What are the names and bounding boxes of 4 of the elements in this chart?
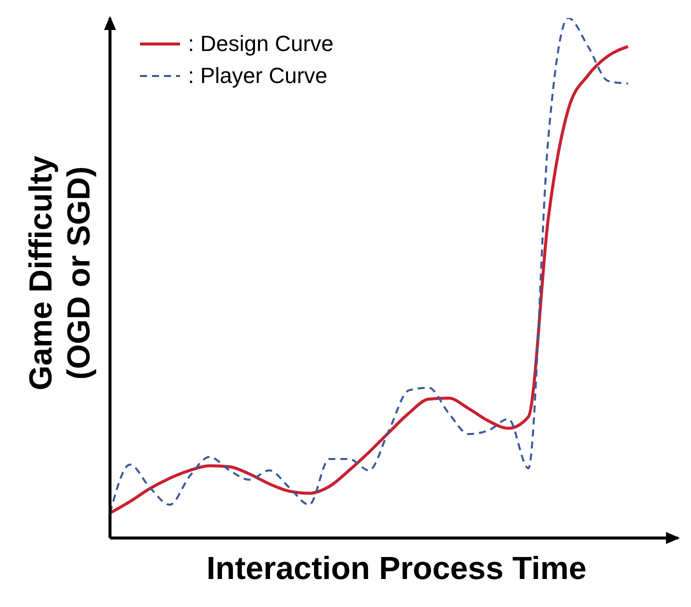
legend-label: : Player Curve	[188, 62, 328, 90]
legend-label: : Design Curve	[188, 30, 334, 58]
y-axis-title: Game Difficulty (OGD or SGD)	[21, 156, 97, 390]
x-axis-title: Interaction Process Time	[206, 550, 588, 587]
